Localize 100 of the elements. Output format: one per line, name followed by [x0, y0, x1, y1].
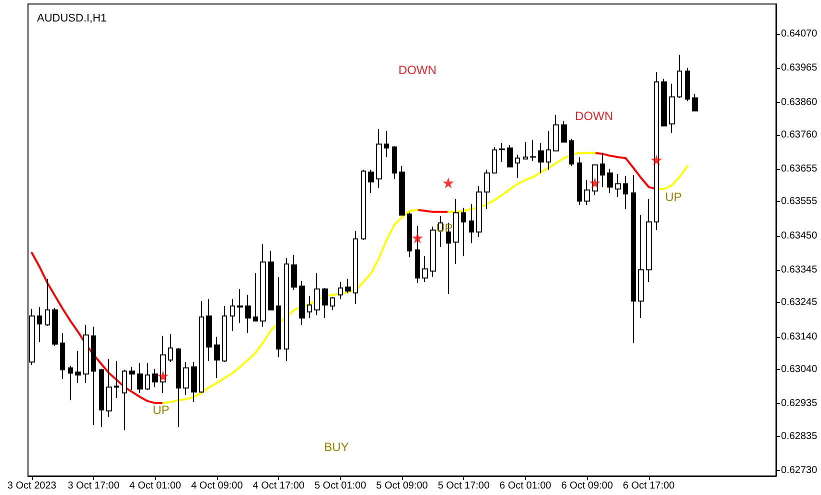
- point: [589, 177, 600, 188]
- candlestick: [430, 226, 436, 278]
- annotation: DOWN: [398, 63, 436, 77]
- candlestick: [307, 295, 312, 319]
- candlestick: [99, 368, 104, 428]
- x-tick-label: 6 Oct 01:00: [500, 480, 552, 492]
- candlestick: [268, 250, 274, 310]
- candlestick: [661, 78, 667, 126]
- candlestick: [330, 296, 335, 310]
- candlestick: [253, 272, 258, 322]
- candlestick: [654, 72, 659, 231]
- candlestick: [553, 114, 559, 152]
- candlestick: [399, 165, 405, 216]
- x-tick-label: 6 Oct 17:00: [622, 480, 676, 492]
- text: AUDUSD.I,H1: [37, 12, 107, 24]
- candlestick: [392, 146, 397, 180]
- candlestick: [361, 169, 366, 240]
- candlestick: [137, 362, 143, 394]
- candlestick: [91, 326, 96, 426]
- candlestick: [577, 156, 582, 206]
- candlestick: [507, 144, 513, 168]
- candlestick: [345, 278, 351, 294]
- y-tick-label: 0.63040: [781, 364, 818, 375]
- candlestick: [677, 54, 682, 98]
- candlestick: [353, 230, 358, 305]
- candlestick: [60, 332, 65, 380]
- candlestick: [176, 347, 181, 428]
- candlestick: [384, 130, 389, 158]
- candlestick: [291, 254, 297, 290]
- candlestick: [646, 198, 652, 282]
- candlestick: [461, 207, 466, 257]
- y-tick-label: 0.63760: [781, 129, 818, 140]
- candlestick: [222, 305, 227, 362]
- candlestick: [338, 281, 343, 300]
- candlestick: [322, 288, 328, 319]
- x-tick-label: 4 Oct 17:00: [252, 480, 305, 492]
- x-tick-label: 6 Oct 09:00: [561, 480, 614, 492]
- candlestick: [214, 336, 220, 378]
- candlestick: [515, 154, 520, 178]
- candlestick: [631, 174, 636, 344]
- candlestick: [83, 324, 89, 384]
- candlestick: [122, 369, 127, 431]
- candlestick: [584, 179, 590, 206]
- candlestick: [484, 169, 490, 210]
- candlestick: [476, 186, 482, 238]
- candlestick: [453, 198, 459, 264]
- x-tick-label: 4 Oct 09:00: [191, 480, 244, 492]
- x-tick-label: 3 Oct 2023: [7, 480, 57, 492]
- annotation: DOWN: [575, 109, 614, 123]
- candlestick: [685, 67, 690, 102]
- candlestick: [284, 258, 289, 362]
- candlestick: [129, 366, 135, 391]
- candlestick: [538, 142, 544, 174]
- candlestick: [607, 168, 613, 194]
- candlestick: [152, 368, 158, 388]
- candlestick: [183, 361, 189, 396]
- x-tick-label: 4 Oct 01:00: [129, 480, 182, 492]
- y-tick-label: 0.62835: [781, 430, 818, 442]
- candlestick: [415, 225, 420, 284]
- candlestick: [407, 212, 412, 258]
- x-tick-label: 5 Oct 17:00: [438, 480, 490, 492]
- candlestick: [638, 214, 644, 319]
- candlestick: [499, 142, 505, 162]
- candlestick: [230, 298, 235, 332]
- point: [442, 177, 454, 188]
- candlestick: [37, 306, 42, 343]
- candlestick: [45, 278, 50, 326]
- y-tick-label: 0.63965: [781, 62, 818, 74]
- candlestick: [523, 142, 528, 160]
- candlestick: [199, 300, 204, 394]
- candlestick: [669, 83, 675, 134]
- candlestick: [75, 350, 81, 384]
- candlestick: [191, 361, 197, 403]
- candlestick: [569, 138, 574, 166]
- candlestick: [68, 365, 73, 401]
- candlestick: [623, 175, 628, 210]
- y-tick-label: 0.63345: [781, 264, 818, 276]
- annotation: BUY: [324, 440, 349, 454]
- y-tick-label: 0.64070: [781, 28, 818, 40]
- x-tick-label: 5 Oct 09:00: [376, 480, 428, 492]
- candlestick: [469, 204, 474, 244]
- x-tick-label: 5 Oct 01:00: [314, 480, 367, 492]
- candlestick: [692, 93, 698, 112]
- point: [157, 370, 168, 382]
- candlestick: [299, 280, 305, 326]
- candlestick: [145, 362, 150, 391]
- candlestick: [314, 272, 320, 316]
- candlestick: [492, 146, 497, 174]
- y-tick-label: 0.62935: [781, 398, 818, 410]
- annotation: UP: [152, 403, 170, 417]
- candlestick: [52, 307, 58, 347]
- candlestick: [615, 174, 621, 198]
- candlestick: [168, 333, 173, 362]
- candlestick: [530, 139, 536, 162]
- y-tick-label: 0.62730: [781, 464, 818, 476]
- candlestick: [376, 128, 382, 189]
- candlestick: [600, 152, 605, 188]
- y-tick-label: 0.63140: [781, 331, 818, 342]
- candlestick: [422, 256, 428, 282]
- point: [412, 232, 423, 244]
